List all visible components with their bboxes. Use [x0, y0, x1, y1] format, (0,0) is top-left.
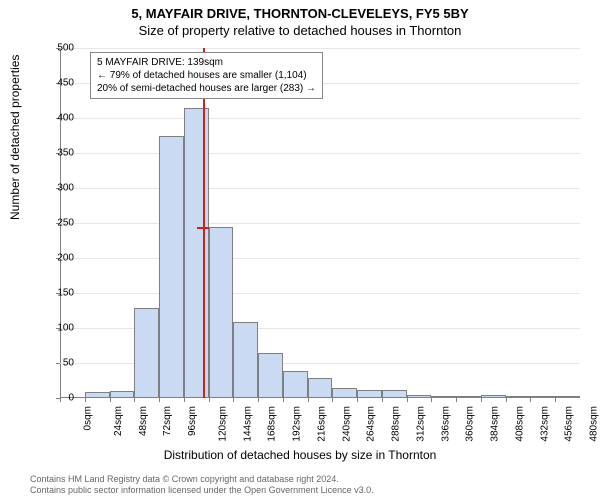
histogram-bar: [258, 353, 283, 399]
x-tick-label: 192sqm: [292, 406, 303, 442]
chart-title-address: 5, MAYFAIR DRIVE, THORNTON-CLEVELEYS, FY…: [0, 0, 600, 21]
histogram-bar: [110, 391, 135, 398]
x-tick-label: 24sqm: [113, 406, 124, 436]
histogram-bar: [506, 396, 531, 398]
annotation-line2: ← 79% of detached houses are smaller (1,…: [97, 69, 316, 82]
y-tick-label: 250: [44, 218, 74, 229]
footnote-line1: Contains HM Land Registry data © Crown c…: [30, 474, 374, 485]
histogram-bar: [481, 395, 506, 398]
y-tick-label: 450: [44, 78, 74, 89]
x-tick-label: 480sqm: [589, 406, 600, 442]
x-tick-label: 168sqm: [267, 406, 278, 442]
histogram-bar: [407, 395, 432, 399]
y-tick-label: 300: [44, 183, 74, 194]
footnote-line2: Contains public sector information licen…: [30, 485, 374, 496]
x-tick-label: 72sqm: [162, 406, 173, 436]
x-tick-label: 408sqm: [515, 406, 526, 442]
y-axis-label: Number of detached properties: [8, 55, 22, 220]
y-tick-label: 350: [44, 148, 74, 159]
x-tick-label: 216sqm: [316, 406, 327, 442]
histogram-bar: [530, 396, 555, 398]
reference-dash: [197, 227, 209, 229]
x-tick-label: 240sqm: [341, 406, 352, 442]
x-tick-label: 0sqm: [82, 406, 93, 430]
x-tick-label: 312sqm: [415, 406, 426, 442]
histogram-bar: [159, 136, 184, 399]
x-tick-label: 96sqm: [187, 406, 198, 436]
plot-area: 5 MAYFAIR DRIVE: 139sqm← 79% of detached…: [60, 48, 580, 398]
x-tick-label: 288sqm: [391, 406, 402, 442]
reference-line: [203, 48, 205, 398]
annotation-line1: 5 MAYFAIR DRIVE: 139sqm: [97, 56, 316, 69]
histogram-bar: [382, 390, 407, 398]
x-tick-label: 384sqm: [490, 406, 501, 442]
x-tick-label: 120sqm: [217, 406, 228, 442]
x-tick-label: 336sqm: [440, 406, 451, 442]
histogram-bar: [332, 388, 357, 399]
x-tick-label: 456sqm: [564, 406, 575, 442]
y-tick-label: 50: [44, 358, 74, 369]
y-tick-label: 400: [44, 113, 74, 124]
x-tick-label: 144sqm: [242, 406, 253, 442]
x-tick-label: 432sqm: [539, 406, 550, 442]
footnote: Contains HM Land Registry data © Crown c…: [30, 474, 374, 497]
x-axis-label: Distribution of detached houses by size …: [0, 448, 600, 462]
x-tick-label: 48sqm: [138, 406, 149, 436]
histogram-bar: [555, 396, 580, 398]
chart-subtitle: Size of property relative to detached ho…: [0, 21, 600, 38]
x-tick-label: 360sqm: [465, 406, 476, 442]
histogram-bar: [233, 322, 258, 398]
annotation-box: 5 MAYFAIR DRIVE: 139sqm← 79% of detached…: [90, 52, 323, 99]
annotation-line3: 20% of semi-detached houses are larger (…: [97, 82, 316, 95]
histogram-bar: [357, 390, 382, 398]
x-tick-label: 264sqm: [366, 406, 377, 442]
y-tick-label: 0: [44, 393, 74, 404]
histogram-bar: [134, 308, 159, 398]
histogram-bar: [283, 371, 308, 398]
y-tick-label: 100: [44, 323, 74, 334]
y-tick-label: 200: [44, 253, 74, 264]
y-tick-label: 500: [44, 43, 74, 54]
histogram-bar: [431, 396, 456, 398]
histogram-bar: [456, 396, 481, 398]
y-tick-label: 150: [44, 288, 74, 299]
histogram-bar: [308, 378, 333, 398]
chart-container: 5, MAYFAIR DRIVE, THORNTON-CLEVELEYS, FY…: [0, 0, 600, 500]
histogram-bar: [209, 227, 234, 399]
histogram-bar: [85, 392, 110, 398]
